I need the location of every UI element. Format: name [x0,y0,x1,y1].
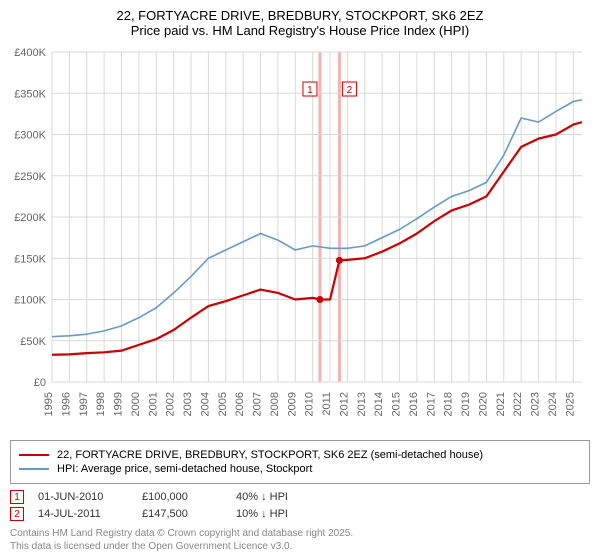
chart-title: 22, FORTYACRE DRIVE, BREDBURY, STOCKPORT… [10,8,590,23]
legend-swatch [19,454,49,456]
y-tick-label: £200K [14,212,46,224]
x-tick-label: 2025 [564,392,576,416]
y-tick-label: £50K [20,336,46,348]
x-tick-label: 2017 [425,392,437,416]
sales-table: 1 01-JUN-2010 £100,000 40% ↓ HPI 2 14-JUL-201… [10,490,590,521]
sale-row: 1 01-JUN-2010 £100,000 40% ↓ HPI [10,490,590,504]
x-tick-label: 2019 [460,392,472,416]
legend-label: HPI: Average price, semi-detached house,… [57,463,312,475]
x-tick-label: 2022 [512,392,524,416]
x-tick-label: 2008 [269,392,281,416]
x-tick-label: 1999 [113,392,125,416]
sale-marker-number: 2 [347,85,353,96]
x-tick-label: 1998 [95,392,107,416]
y-tick-label: £300K [14,130,46,142]
y-tick-label: £250K [14,171,46,183]
sale-marker-number: 1 [307,85,313,96]
legend-swatch [19,468,49,470]
sale-number-box: 1 [10,490,24,504]
sale-date: 01-JUN-2010 [38,491,128,503]
title-block: 22, FORTYACRE DRIVE, BREDBURY, STOCKPORT… [10,8,590,38]
x-tick-label: 2020 [477,392,489,416]
x-tick-label: 2007 [252,392,264,416]
x-tick-label: 2024 [547,392,559,416]
x-tick-label: 2018 [443,392,455,416]
sale-note: 10% ↓ HPI [236,508,288,520]
sale-note: 40% ↓ HPI [236,491,288,503]
y-tick-label: £0 [34,377,46,389]
attribution-line: This data is licensed under the Open Gov… [10,540,590,553]
attribution: Contains HM Land Registry data © Crown c… [10,527,590,553]
x-tick-label: 2001 [147,392,159,416]
x-tick-label: 2009 [286,392,298,416]
x-tick-label: 2013 [356,392,368,416]
legend-label: 22, FORTYACRE DRIVE, BREDBURY, STOCKPORT… [57,449,483,461]
line-chart-svg: £0 £50K £100K £150K £200K £250K £300K £350K £400… [10,44,590,434]
chart-area: £0 £50K £100K £150K £200K £250K £300K £350K £400… [10,44,590,434]
x-tick-label: 2023 [530,392,542,416]
x-tick-label: 2005 [217,392,229,416]
x-tick-label: 1997 [78,392,90,416]
legend-row: HPI: Average price, semi-detached house,… [19,463,581,475]
chart-subtitle: Price paid vs. HM Land Registry's House … [10,23,590,38]
x-tick-label: 2004 [199,392,211,416]
sale-price: £100,000 [142,491,222,503]
x-tick-label: 2006 [234,392,246,416]
y-tick-label: £350K [14,88,46,100]
x-tick-label: 2002 [165,392,177,416]
x-tick-label: 2003 [182,392,194,416]
x-tick-label: 2012 [338,392,350,416]
legend-row: 22, FORTYACRE DRIVE, BREDBURY, STOCKPORT… [19,449,581,461]
sale-row: 2 14-JUL-2011 £147,500 10% ↓ HPI [10,507,590,521]
x-tick-label: 2021 [495,392,507,416]
sale-price: £147,500 [142,508,222,520]
x-tick-label: 2010 [304,392,316,416]
sale-number-box: 2 [10,507,24,521]
sale-marker-dot [316,296,323,303]
x-tick-label: 2016 [408,392,420,416]
x-tick-label: 2015 [391,392,403,416]
x-tick-label: 2000 [130,392,142,416]
sale-date: 14-JUL-2011 [38,508,128,520]
y-tick-label: £400K [14,47,46,59]
sale-marker-dot [336,257,343,264]
x-tick-label: 1996 [60,392,72,416]
x-tick-label: 2011 [321,392,333,416]
legend: 22, FORTYACRE DRIVE, BREDBURY, STOCKPORT… [10,440,590,484]
x-tick-label: 1995 [43,392,55,416]
y-tick-label: £100K [14,295,46,307]
x-tick-label: 2014 [373,392,385,416]
attribution-line: Contains HM Land Registry data © Crown c… [10,527,590,540]
y-tick-label: £150K [14,253,46,265]
